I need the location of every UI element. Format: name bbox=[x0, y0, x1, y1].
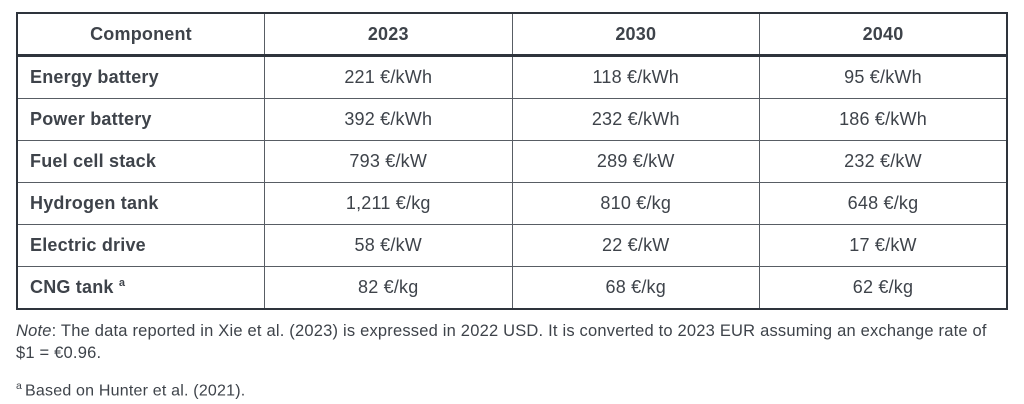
table-row: Energy battery 221 €/kWh 118 €/kWh 95 €/… bbox=[17, 55, 1007, 99]
note-text: : The data reported in Xie et al. (2023)… bbox=[16, 322, 987, 362]
value-cell: 186 €/kWh bbox=[759, 98, 1007, 141]
footnote-marker: a bbox=[16, 379, 23, 392]
value-cell: 810 €/kg bbox=[511, 182, 760, 225]
table-row: Electric drive 58 €/kW 22 €/kW 17 €/kW bbox=[17, 224, 1007, 267]
value-cell: 62 €/kg bbox=[759, 266, 1007, 309]
component-cell: Electric drive bbox=[17, 224, 265, 267]
value-cell: 118 €/kWh bbox=[511, 55, 760, 99]
component-cell: Power battery bbox=[17, 98, 265, 141]
value-cell: 392 €/kWh bbox=[264, 98, 512, 141]
value-cell: 648 €/kg bbox=[759, 182, 1007, 225]
component-cell: Fuel cell stack bbox=[17, 140, 265, 183]
component-cell: Hydrogen tank bbox=[17, 182, 265, 225]
value-cell: 17 €/kW bbox=[759, 224, 1007, 267]
column-header-component: Component bbox=[17, 13, 265, 57]
value-cell: 95 €/kWh bbox=[759, 55, 1007, 99]
component-cost-table: Component 2023 2030 2040 Energy battery … bbox=[16, 12, 1008, 310]
table-row: Fuel cell stack 793 €/kW 289 €/kW 232 €/… bbox=[17, 140, 1007, 183]
table-header-row: Component 2023 2030 2040 bbox=[17, 13, 1007, 57]
value-cell: 1,211 €/kg bbox=[264, 182, 512, 225]
component-cell: CNG tank a bbox=[17, 266, 265, 309]
table-row: Power battery 392 €/kWh 232 €/kWh 186 €/… bbox=[17, 98, 1007, 141]
value-cell: 289 €/kW bbox=[511, 140, 760, 183]
note-label: Note bbox=[16, 322, 52, 340]
value-cell: 22 €/kW bbox=[511, 224, 760, 267]
footnote-marker: a bbox=[118, 277, 126, 289]
table-footnote: a Based on Hunter et al. (2021). bbox=[16, 380, 1008, 400]
value-cell: 221 €/kWh bbox=[264, 55, 512, 99]
value-cell: 232 €/kW bbox=[759, 140, 1007, 183]
table-note: Note: The data reported in Xie et al. (2… bbox=[16, 321, 998, 365]
value-cell: 232 €/kWh bbox=[511, 98, 760, 141]
value-cell: 68 €/kg bbox=[511, 266, 760, 309]
table-row: Hydrogen tank 1,211 €/kg 810 €/kg 648 €/… bbox=[17, 182, 1007, 225]
component-label: CNG tank bbox=[30, 277, 114, 297]
column-header-2023: 2023 bbox=[264, 13, 512, 57]
column-header-2040: 2040 bbox=[759, 13, 1007, 57]
value-cell: 58 €/kW bbox=[264, 224, 512, 267]
value-cell: 82 €/kg bbox=[264, 266, 512, 309]
value-cell: 793 €/kW bbox=[264, 140, 512, 183]
footnote-text: Based on Hunter et al. (2021). bbox=[25, 381, 246, 399]
table-row: CNG tank a 82 €/kg 68 €/kg 62 €/kg bbox=[17, 266, 1007, 309]
component-cell: Energy battery bbox=[30, 67, 159, 87]
column-header-2030: 2030 bbox=[511, 13, 760, 57]
